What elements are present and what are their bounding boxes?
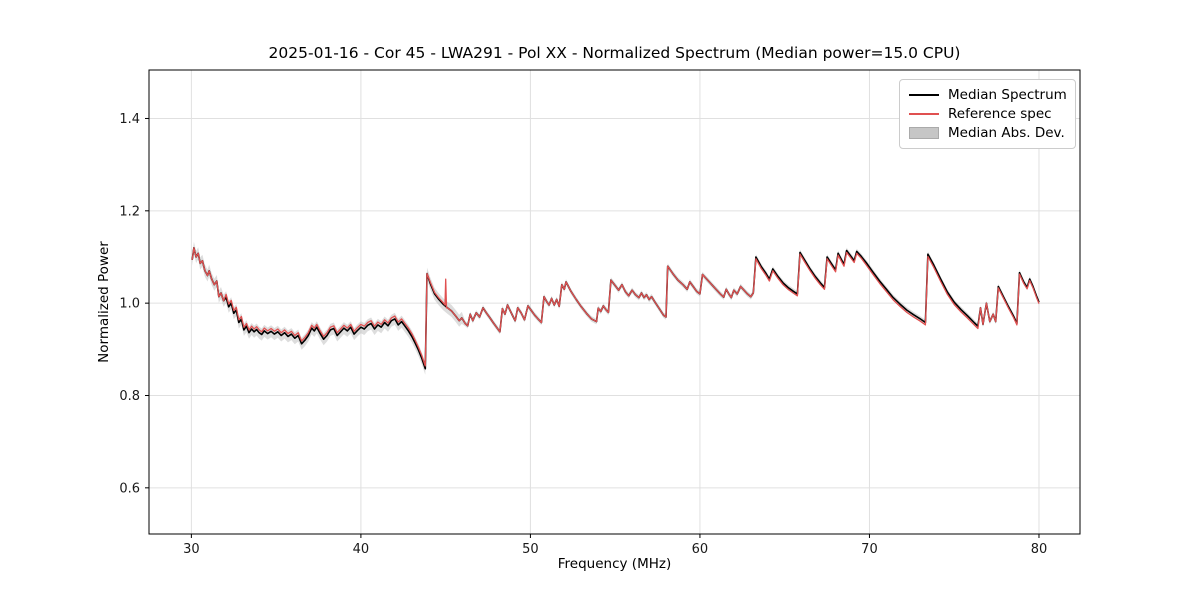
legend-item-median-spectrum: Median Spectrum [909,86,1067,103]
svg-text:30: 30 [183,542,200,557]
svg-text:1.4: 1.4 [119,112,140,127]
legend-label: Median Abs. Dev. [948,125,1065,142]
reference-spec-line-icon [909,112,939,115]
legend-item-median-abs-dev: Median Abs. Dev. [909,125,1066,141]
median-spectrum-line-icon [909,93,939,96]
legend-item-reference-spec: Reference spec [909,106,1066,122]
legend-label: Reference spec [948,105,1052,122]
svg-text:60: 60 [692,542,709,557]
svg-text:1.2: 1.2 [119,204,140,219]
svg-text:70: 70 [861,542,878,557]
svg-text:40: 40 [353,542,370,557]
svg-text:0.6: 0.6 [119,481,140,496]
svg-text:0.8: 0.8 [119,389,140,404]
x-axis-label: Frequency (MHz) [557,556,672,572]
median-abs-dev-patch-icon [909,127,939,140]
y-axis-label: Normalized Power [96,241,112,363]
chart-title: 2025-01-16 - Cor 45 - LWA291 - Pol XX - … [268,44,961,62]
legend: Median Spectrum Reference spec Median Ab… [899,79,1076,149]
svg-text:1.0: 1.0 [119,297,140,312]
svg-text:50: 50 [522,542,539,557]
svg-text:80: 80 [1031,542,1048,557]
legend-label: Median Spectrum [948,86,1067,103]
